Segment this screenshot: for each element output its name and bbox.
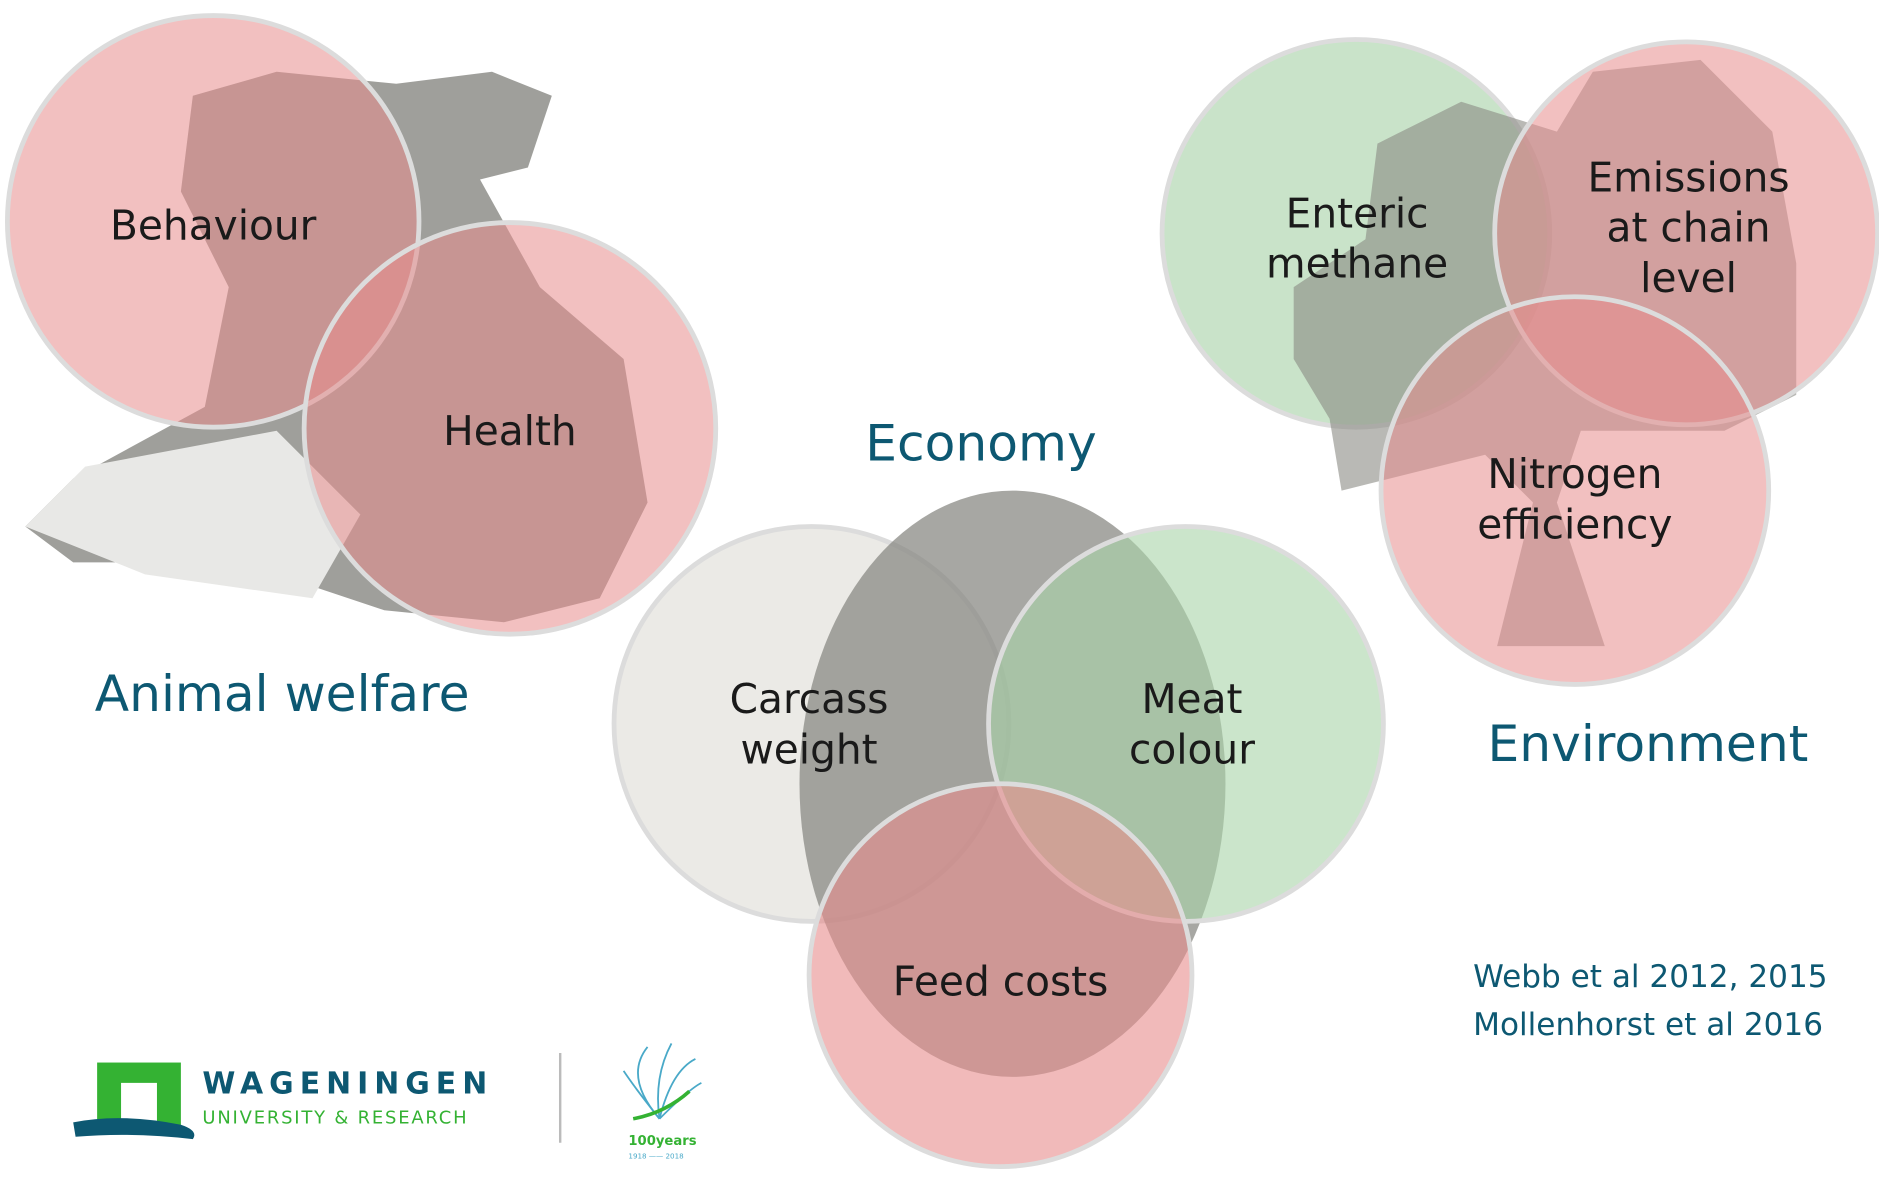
circle-label: methane [1266,240,1448,288]
logo-years: 1918 —— 2018 [628,1151,684,1160]
reference: Webb et al 2012, 2015 [1473,959,1827,995]
circle [806,781,1195,1170]
group-title: Economy [865,414,1096,473]
circle-label: Carcass [730,675,889,723]
circle-label: Enteric [1286,189,1429,237]
cow-legs [25,430,361,599]
circle-label: Health [443,407,577,455]
circle-label: Nitrogen [1487,450,1662,498]
logo: WAGENINGEN UNIVERSITY & RESEARCH 100year… [73,1042,702,1160]
circle [1378,294,1772,687]
logo-name: WAGENINGEN [202,1067,493,1102]
circle-label: weight [741,725,878,773]
circle-label: Meat [1141,675,1242,723]
circle-label: at chain [1607,204,1771,252]
circle-label: efficiency [1477,500,1672,548]
group-title: Animal welfare [95,664,470,723]
circle-label: level [1640,254,1737,302]
circle [4,13,422,430]
logo-anniversary: 100years [628,1134,696,1149]
circle-label: colour [1129,725,1255,773]
circle-label: Feed costs [893,958,1109,1006]
circle-label: Emissions [1587,153,1789,201]
circle [301,220,719,637]
reference: Mollenhorst et al 2016 [1473,1007,1823,1043]
circle-label: Behaviour [110,201,317,249]
group-title: Environment [1488,714,1809,773]
logo-subtitle: UNIVERSITY & RESEARCH [202,1108,468,1129]
